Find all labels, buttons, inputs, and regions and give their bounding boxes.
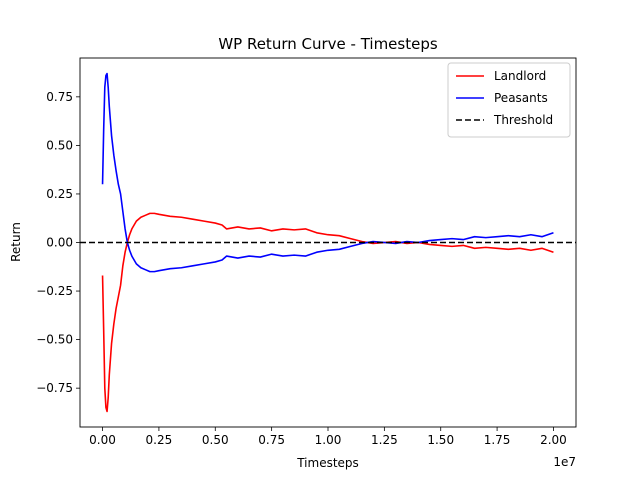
y-tick-label: 0.25 (46, 187, 73, 201)
y-axis-label: Return (9, 222, 23, 262)
legend-label-threshold: Threshold (493, 113, 553, 127)
x-tick-label: 1.75 (484, 433, 511, 447)
legend-box (447, 62, 571, 138)
legend-label-landlord: Landlord (494, 69, 546, 83)
x-offset-label: 1e7 (553, 455, 576, 469)
y-tick-label: −0.50 (36, 333, 73, 347)
x-axis-label: Timesteps (296, 456, 359, 470)
y-tick-label: 0.75 (46, 90, 73, 104)
legend: Landlord Peasants Threshold (447, 62, 571, 138)
legend-label-peasants: Peasants (494, 91, 548, 105)
series-line-landlord (101, 212, 554, 413)
x-tick-label: 0.75 (258, 433, 285, 447)
y-tick-label: −0.75 (36, 381, 73, 395)
x-tick-label: 0.25 (146, 433, 173, 447)
y-tick-label: −0.25 (36, 284, 73, 298)
x-tick-label: 0.00 (89, 433, 116, 447)
x-tick-label: 1.25 (371, 433, 398, 447)
x-tick-label: 0.50 (202, 433, 229, 447)
y-tick-label: 0.50 (46, 138, 73, 152)
y-tick-label: 0.00 (46, 236, 73, 250)
x-tick-label: 2.00 (540, 433, 567, 447)
series-line-peasants (101, 72, 554, 273)
chart-title: WP Return Curve - Timesteps (218, 35, 438, 53)
plot-area: 0.00 0.25 0.50 0.75 1.00 1.25 1.50 1.75 2.00 −0.7… (36, 57, 577, 447)
x-tick-label: 1.50 (427, 433, 454, 447)
x-tick-label: 1.00 (315, 433, 342, 447)
